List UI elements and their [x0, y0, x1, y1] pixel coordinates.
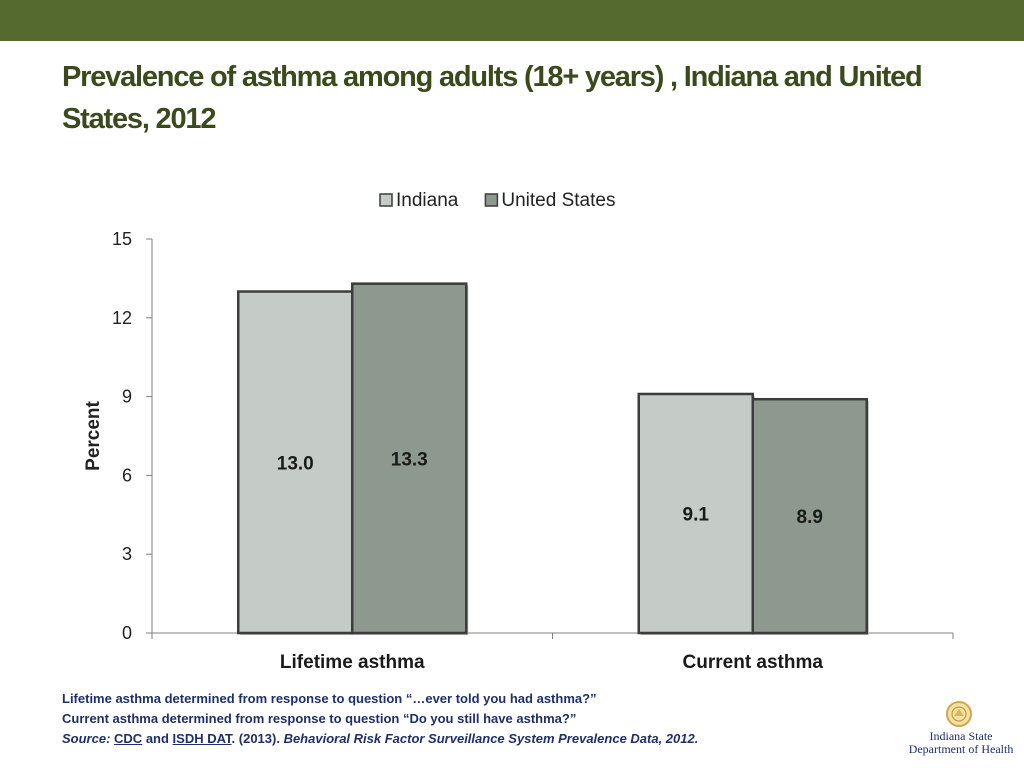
source-label: Source: [62, 731, 111, 746]
data-label: 13.0 [277, 453, 314, 474]
cdc-link[interactable]: CDC [114, 731, 143, 746]
legend-label: United States [501, 190, 615, 211]
slide-title: Prevalence of asthma among adults (18+ y… [62, 61, 923, 135]
y-tick-label: 3 [122, 544, 132, 564]
source-line: Source: CDC and ISDH DAT. (2013). Behavi… [62, 729, 882, 749]
header-band [0, 0, 1024, 41]
category-label: Lifetime asthma [280, 652, 425, 673]
bar-indiana [637, 392, 754, 635]
bar-chart: 0 3 6 9 12 15 Percent 13.0 13.3 Lifetime asthma 9.… [0, 180, 1024, 680]
source-citation: Behavioral Risk Factor Surveillance Syst… [283, 731, 699, 746]
y-tick-label: 0 [122, 623, 132, 643]
note-current: Current asthma determined from response … [62, 711, 577, 726]
data-label: 8.9 [797, 507, 823, 528]
legend-label: Indiana [396, 190, 459, 211]
isdh-logo: Indiana State Department of Health [905, 700, 1017, 762]
y-axis-label: Percent [83, 400, 104, 470]
y-tick-label: 6 [122, 465, 132, 485]
bar-united-states [751, 397, 868, 635]
source-and: and [142, 731, 173, 746]
y-tick-label: 15 [112, 229, 132, 249]
seal-icon [946, 701, 972, 727]
legend-swatch [379, 193, 393, 207]
y-tick-label: 9 [122, 387, 132, 407]
category-label: Current asthma [683, 652, 824, 673]
isdh-dat-link[interactable]: ISDH DAT [172, 731, 232, 746]
bar-united-states [351, 282, 468, 635]
source-year: . (2013). [231, 731, 284, 746]
data-label: 9.1 [683, 504, 710, 525]
y-tick-label: 12 [112, 308, 132, 328]
note-lifetime: Lifetime asthma determined from response… [62, 691, 597, 706]
logo-line-2: Department of Health [908, 742, 1014, 756]
legend-swatch [484, 193, 499, 207]
chart-svg: 0 3 6 9 12 15 Percent 13.0 13.3 Lifetime asthma 9.… [83, 190, 954, 673]
footnotes: Lifetime asthma determined from response… [62, 689, 882, 749]
data-label: 13.3 [391, 449, 428, 470]
logo-line-1: Indiana State [929, 729, 993, 743]
